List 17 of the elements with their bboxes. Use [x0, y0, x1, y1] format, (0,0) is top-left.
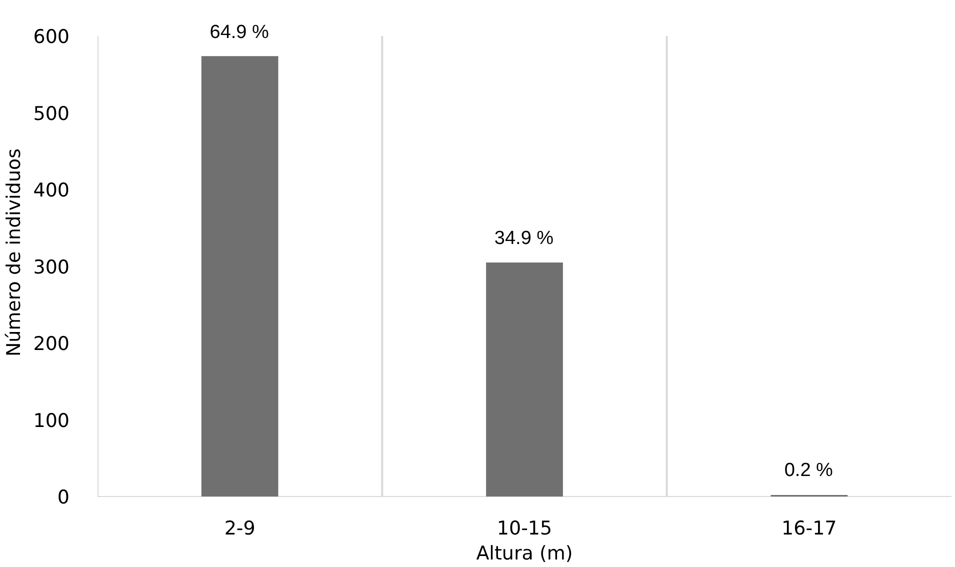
y-tick-label: 600 [33, 26, 70, 48]
y-tick-label: 300 [33, 256, 70, 278]
x-tick-label: 10-15 [496, 518, 552, 540]
y-tick-label: 200 [33, 333, 70, 356]
annotation: 34.9 % [494, 228, 554, 250]
bar [486, 262, 563, 496]
bar [201, 56, 278, 496]
x-tick-label: 2-9 [224, 518, 256, 540]
y-axis-title: Número de individuos [3, 148, 26, 357]
y-tick-label: 100 [33, 410, 70, 432]
annotation: 0.2 % [784, 460, 833, 482]
y-tick-label: 500 [33, 102, 70, 125]
x-axis-title: Altura (m) [476, 542, 573, 564]
y-tick-label: 0 [57, 486, 70, 508]
x-tick-label: 16-17 [782, 518, 837, 540]
annotation: 64.9 % [210, 22, 269, 44]
y-tick-label: 400 [33, 180, 70, 202]
